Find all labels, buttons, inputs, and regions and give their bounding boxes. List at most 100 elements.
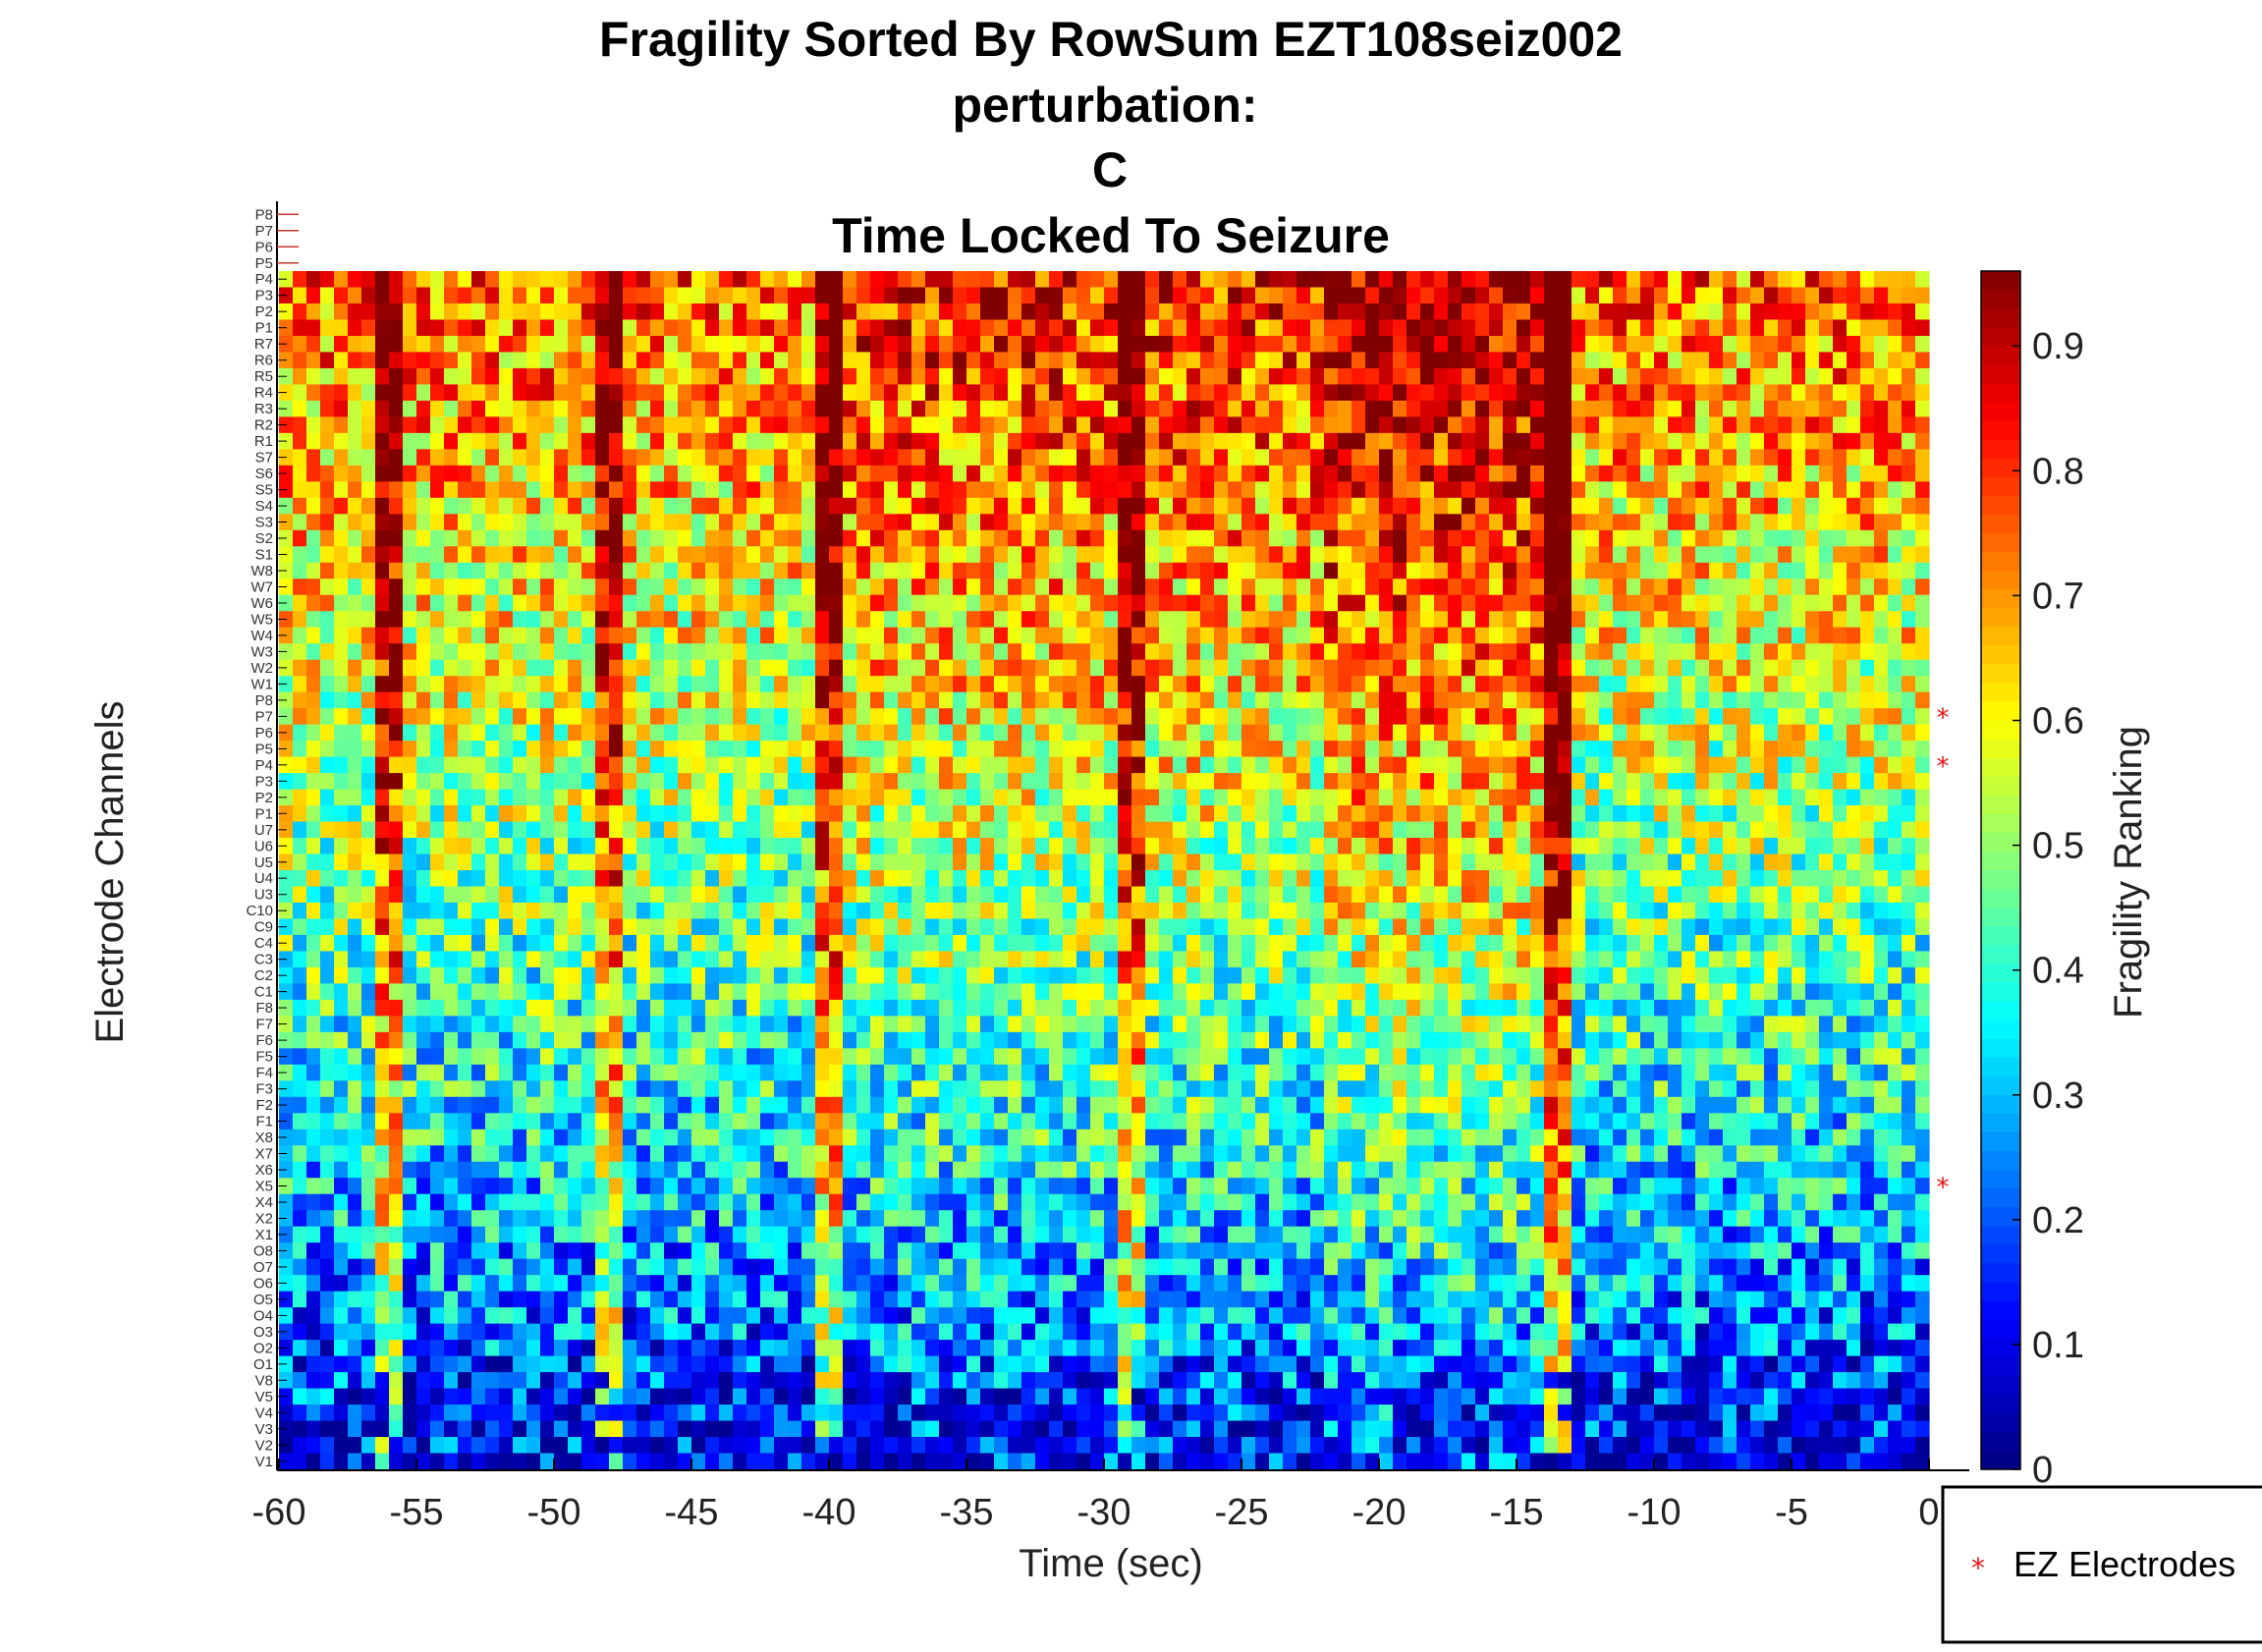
heatmap-cell bbox=[320, 432, 335, 450]
heatmap-cell bbox=[760, 902, 775, 920]
heatmap-cell bbox=[1228, 756, 1242, 774]
heatmap-cell bbox=[1819, 384, 1834, 402]
heatmap-cell bbox=[1764, 691, 1779, 709]
heatmap-cell bbox=[554, 271, 569, 289]
heatmap-cell bbox=[1145, 400, 1160, 417]
heatmap-cell bbox=[678, 676, 692, 693]
heatmap-cell bbox=[1489, 465, 1504, 482]
heatmap-cell bbox=[1847, 659, 1861, 677]
heatmap-cell bbox=[581, 886, 596, 904]
heatmap-cell bbox=[815, 546, 830, 564]
heatmap-cell bbox=[1599, 465, 1614, 482]
heatmap-cell bbox=[746, 303, 761, 321]
heatmap-cell bbox=[1035, 643, 1050, 661]
heatmap-cell bbox=[1585, 886, 1600, 904]
heatmap-cell bbox=[623, 384, 637, 402]
heatmap-cell bbox=[1792, 789, 1806, 806]
heatmap-cell bbox=[499, 546, 514, 564]
heatmap-cell bbox=[293, 838, 307, 855]
heatmap-cell bbox=[320, 497, 335, 515]
heatmap-cell bbox=[1572, 838, 1586, 855]
heatmap-cell bbox=[843, 821, 857, 839]
heatmap-cell bbox=[1338, 773, 1352, 791]
heatmap-cell bbox=[1585, 497, 1600, 515]
heatmap-cell bbox=[1599, 756, 1614, 774]
heatmap-cell bbox=[1407, 449, 1421, 467]
heatmap-cell bbox=[1365, 870, 1380, 888]
heatmap-cell bbox=[416, 934, 431, 953]
heatmap-cell bbox=[1269, 838, 1284, 855]
heatmap-cell bbox=[623, 271, 637, 289]
heatmap-cell bbox=[994, 934, 1009, 953]
heatmap-cell bbox=[568, 676, 582, 693]
heatmap-cell bbox=[1159, 659, 1174, 677]
heatmap-cell bbox=[1778, 643, 1793, 661]
heatmap-cell bbox=[1407, 918, 1421, 936]
heatmap-cell bbox=[1407, 514, 1421, 531]
heatmap-cell bbox=[1297, 367, 1311, 386]
heatmap-cell bbox=[1462, 789, 1476, 806]
heatmap-cell bbox=[348, 870, 362, 888]
heatmap-cell bbox=[884, 805, 899, 823]
heatmap-cell bbox=[1297, 497, 1311, 515]
heatmap-cell bbox=[1310, 416, 1325, 434]
heatmap-cell bbox=[1668, 400, 1683, 417]
heatmap-cell bbox=[1118, 854, 1132, 871]
heatmap-cell bbox=[1915, 416, 1930, 434]
heatmap-cell bbox=[650, 918, 665, 936]
heatmap-cell bbox=[691, 449, 706, 467]
heatmap-cell bbox=[774, 611, 789, 629]
heatmap-cell bbox=[898, 416, 912, 434]
heatmap-cell bbox=[650, 659, 665, 677]
heatmap-cell bbox=[1874, 838, 1889, 855]
heatmap-cell bbox=[953, 303, 967, 321]
heatmap-cell bbox=[788, 870, 802, 888]
heatmap-cell bbox=[705, 934, 720, 953]
heatmap-cell bbox=[458, 384, 472, 402]
heatmap-cell bbox=[1214, 724, 1229, 742]
heatmap-cell bbox=[1668, 691, 1683, 709]
heatmap-cell bbox=[911, 335, 926, 354]
heatmap-cell bbox=[1640, 400, 1655, 417]
heatmap-cell bbox=[1654, 627, 1669, 644]
heatmap-cell bbox=[1420, 594, 1435, 612]
heatmap-cell bbox=[829, 432, 844, 450]
heatmap-cell bbox=[1668, 756, 1683, 774]
heatmap-cell bbox=[1186, 870, 1201, 888]
heatmap-cell bbox=[1764, 773, 1779, 791]
heatmap-cell bbox=[1558, 805, 1572, 823]
heatmap-cell bbox=[1049, 821, 1064, 839]
heatmap-cell bbox=[1915, 789, 1930, 806]
heatmap-cell bbox=[664, 821, 679, 839]
heatmap-cell bbox=[458, 934, 472, 953]
heatmap-cell bbox=[1021, 676, 1036, 693]
heatmap-cell bbox=[1695, 449, 1710, 467]
heatmap-cell bbox=[1200, 562, 1215, 579]
heatmap-cell bbox=[389, 546, 404, 564]
heatmap-cell bbox=[320, 529, 335, 547]
heatmap-cell bbox=[664, 611, 679, 629]
heatmap-cell bbox=[1627, 821, 1641, 839]
heatmap-cell bbox=[1049, 335, 1064, 354]
heatmap-cell bbox=[1173, 594, 1187, 612]
heatmap-cell bbox=[829, 934, 844, 953]
heatmap-cell bbox=[1434, 676, 1449, 693]
heatmap-cell bbox=[1682, 870, 1696, 888]
heatmap-cell bbox=[1489, 319, 1504, 337]
heatmap-cell bbox=[1764, 303, 1779, 321]
heatmap-cell bbox=[526, 691, 541, 709]
heatmap-cell bbox=[1572, 724, 1586, 742]
heatmap-cell bbox=[1902, 352, 1916, 369]
heatmap-cell bbox=[1008, 271, 1022, 289]
heatmap-cell bbox=[389, 918, 404, 936]
heatmap-cell bbox=[375, 627, 390, 644]
heatmap-cell bbox=[1200, 676, 1215, 693]
heatmap-cell bbox=[1654, 805, 1669, 823]
heatmap-cell bbox=[1448, 627, 1462, 644]
heatmap-cell bbox=[1544, 352, 1559, 369]
heatmap-cell bbox=[719, 384, 734, 402]
heatmap-cell bbox=[1021, 594, 1036, 612]
heatmap-cell bbox=[1489, 643, 1504, 661]
heatmap-cell bbox=[678, 789, 692, 806]
heatmap-cell bbox=[430, 659, 445, 677]
